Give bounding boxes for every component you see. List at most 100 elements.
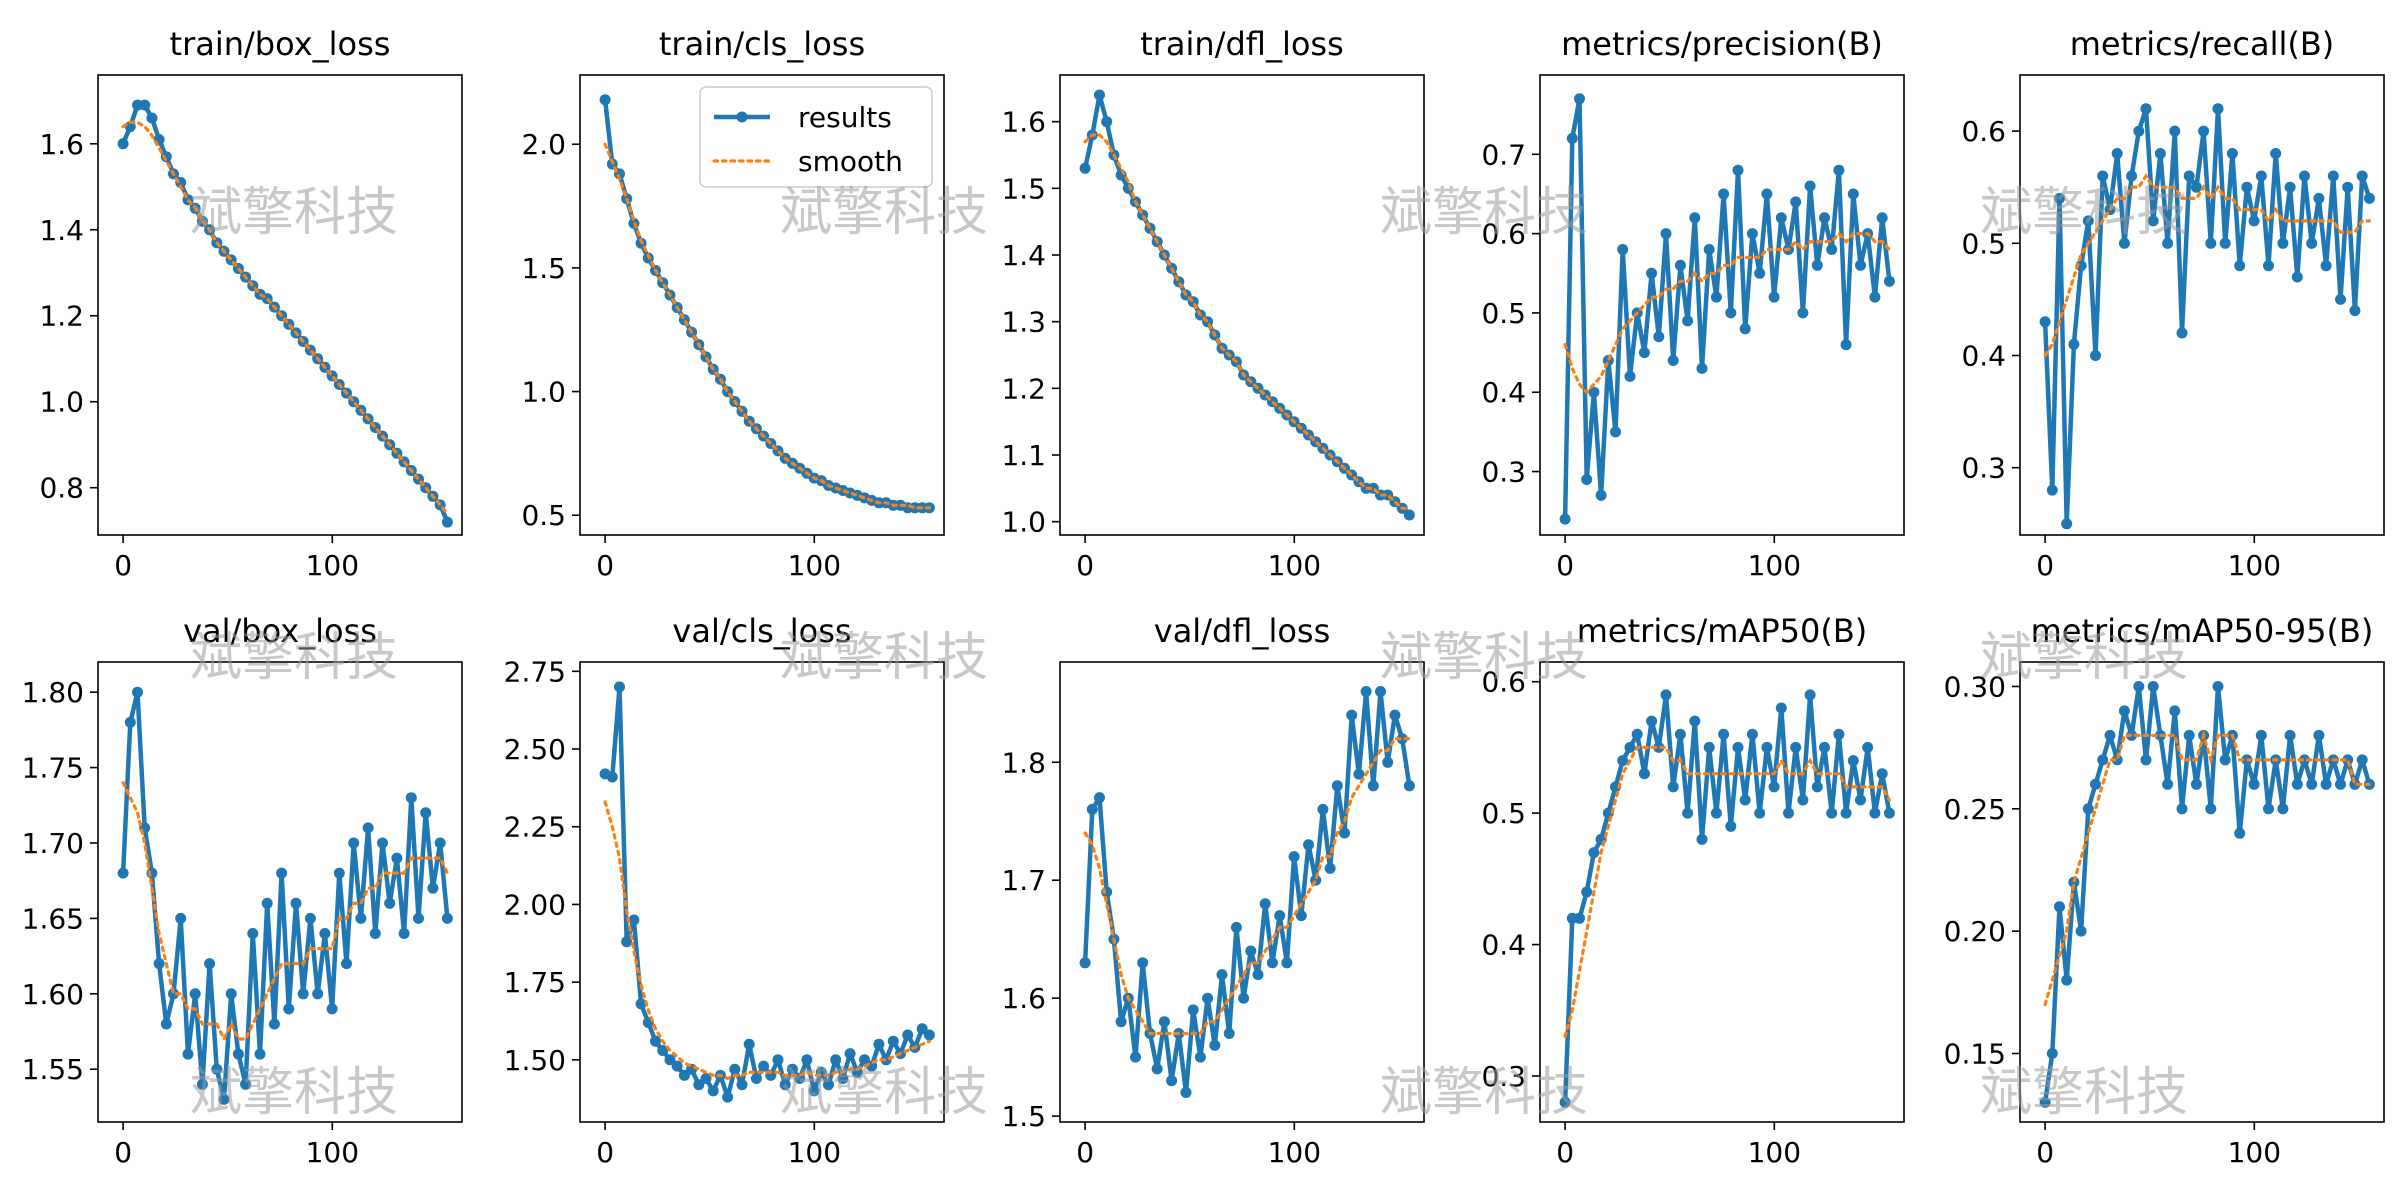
y-tick-label: 0.15 — [1944, 1037, 2006, 1070]
results-point — [1317, 803, 1329, 815]
results-point — [2046, 1048, 2058, 1059]
y-tick-label: 1.6 — [1001, 106, 1046, 139]
results-point — [1303, 839, 1314, 851]
results-point — [1847, 188, 1859, 200]
results-point — [1574, 912, 1585, 924]
y-tick-label: 0.6 — [1961, 115, 2006, 148]
results-point — [1653, 741, 1665, 753]
y-tick-label: 0.3 — [1961, 452, 2006, 485]
results-point — [1559, 513, 1571, 525]
x-tick-label: 100 — [2228, 1136, 2281, 1169]
results-point — [844, 1048, 856, 1060]
results-point — [657, 1045, 669, 1056]
results-point — [1718, 728, 1730, 740]
results-point — [916, 1023, 928, 1035]
x-tick-label: 0 — [114, 1136, 132, 1169]
results-point — [1876, 768, 1888, 780]
results-point — [743, 1038, 755, 1050]
results-point — [2054, 192, 2065, 204]
results-point — [614, 681, 625, 693]
results-point — [1682, 315, 1694, 327]
results-point — [1367, 780, 1379, 792]
results-point — [1324, 862, 1336, 874]
watermark: 斌擎科技 — [190, 183, 398, 243]
results-point — [1151, 1063, 1163, 1075]
results-point — [1674, 728, 1686, 740]
results-point — [1660, 689, 1672, 701]
axes-frame — [1059, 74, 1425, 536]
axes-frame — [2019, 74, 2385, 536]
results-point — [153, 958, 165, 970]
results-point — [786, 1063, 798, 1075]
results-line — [604, 684, 931, 1100]
subplot-title: val/cls_loss — [672, 612, 851, 650]
y-tick-label: 1.7 — [1001, 864, 1046, 897]
y-tick-label: 0.8 — [39, 472, 84, 505]
smooth-line — [1083, 737, 1412, 1036]
results-point — [1819, 741, 1830, 753]
y-tick-label: 1.55 — [22, 1053, 84, 1086]
results-point — [2320, 778, 2332, 790]
results-point — [1883, 807, 1895, 819]
results-point — [1281, 957, 1293, 969]
results-point — [211, 1063, 223, 1075]
results-point — [2140, 754, 2152, 766]
results-point — [1223, 1028, 1235, 1039]
y-tick-label: 0.4 — [1961, 339, 2006, 372]
results-point — [333, 867, 345, 879]
results-point — [2342, 754, 2354, 766]
results-point — [1826, 807, 1838, 819]
results-point — [1252, 969, 1264, 981]
results-point — [2205, 237, 2217, 249]
results-point — [1079, 957, 1091, 969]
x-tick-label: 100 — [788, 1136, 841, 1169]
results-point — [441, 516, 453, 528]
y-tick-label: 1.2 — [39, 300, 84, 333]
y-tick-label: 1.0 — [521, 376, 566, 409]
y-tick-label: 0.7 — [1481, 138, 1526, 171]
results-point — [2082, 215, 2094, 227]
results-point — [1559, 1096, 1571, 1108]
results-point — [628, 914, 640, 926]
results-point — [1739, 794, 1751, 806]
results-point — [1653, 331, 1665, 343]
results-point — [1360, 686, 1372, 697]
results-point — [420, 807, 432, 819]
results-point — [2183, 729, 2195, 741]
results-point — [1194, 1051, 1206, 1063]
results-point — [2054, 901, 2065, 913]
results-point — [2075, 925, 2087, 937]
results-point — [1403, 509, 1415, 521]
results-point — [139, 99, 151, 111]
y-tick-label: 2.00 — [504, 888, 566, 921]
plot-area — [2039, 103, 2375, 530]
results-point — [1826, 244, 1838, 255]
smooth-line — [1563, 745, 1892, 1039]
results-point — [1094, 89, 1105, 101]
results-point — [1382, 756, 1394, 768]
results-point — [427, 882, 439, 894]
results-point — [772, 1054, 784, 1066]
results-point — [2190, 778, 2202, 790]
results-point — [1883, 275, 1895, 287]
results-point — [1819, 212, 1830, 224]
y-tick-label: 1.1 — [1001, 439, 1046, 472]
y-tick-label: 0.5 — [521, 499, 566, 532]
x-tick-label: 100 — [1268, 549, 1321, 582]
x-tick-label: 0 — [596, 549, 614, 582]
results-point — [1847, 755, 1859, 767]
results-point — [1230, 921, 1242, 933]
plot-area — [117, 686, 453, 1105]
results-point — [2277, 803, 2289, 815]
results-point — [117, 138, 129, 150]
results-point — [146, 112, 158, 124]
results-point — [1375, 686, 1386, 697]
results-point — [2190, 181, 2202, 193]
x-tick-label: 0 — [1556, 1136, 1574, 1169]
plot-area — [1559, 93, 1895, 525]
results-point — [2335, 778, 2346, 790]
results-point — [1725, 307, 1737, 319]
results-point — [204, 958, 216, 970]
results-point — [326, 1003, 338, 1015]
watermark: 斌擎科技 — [1380, 628, 1588, 688]
